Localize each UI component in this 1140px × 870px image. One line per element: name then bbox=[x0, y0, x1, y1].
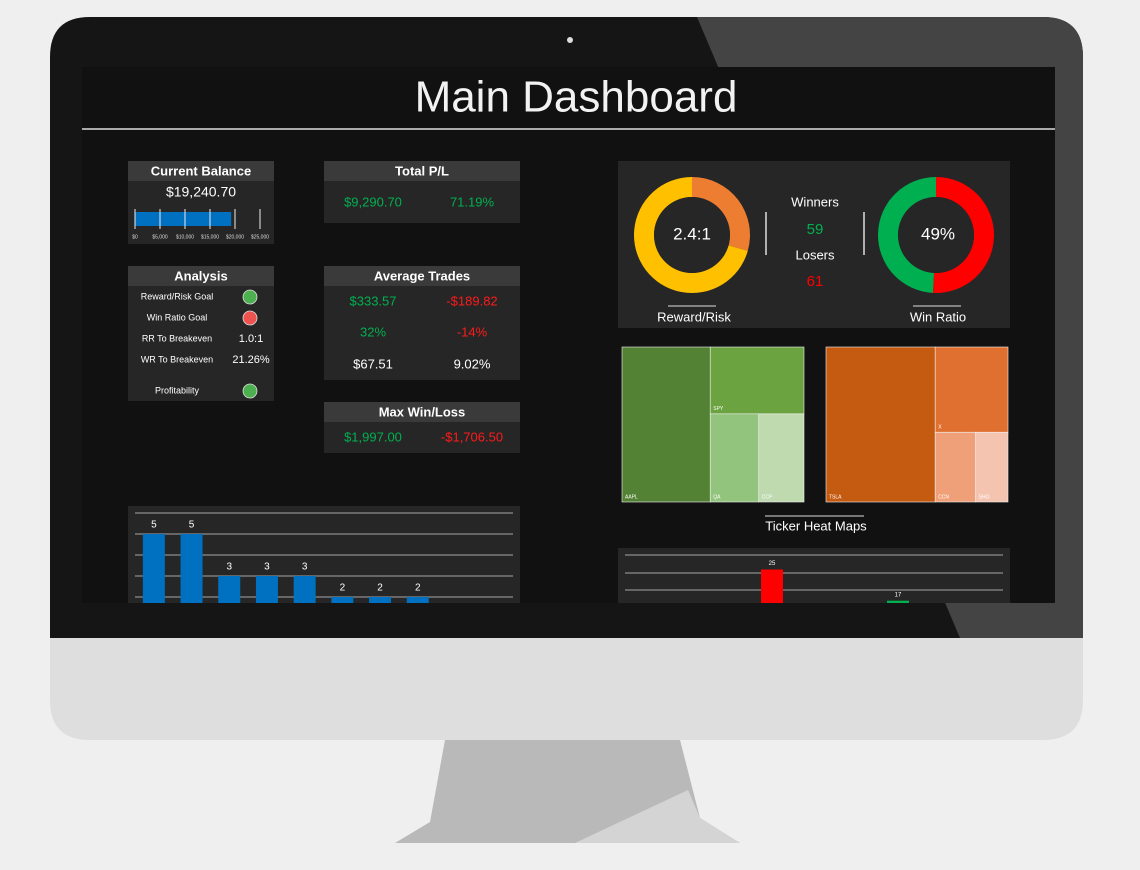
panel bbox=[618, 548, 1010, 603]
donut-hole bbox=[898, 197, 974, 273]
heat-cell bbox=[709, 346, 805, 415]
trade-value: 9.02% bbox=[454, 356, 491, 371]
heat-cell bbox=[621, 346, 711, 503]
bar-label: 2 bbox=[340, 583, 346, 594]
heat-cell-label: CCP bbox=[762, 494, 773, 500]
panel-header bbox=[128, 161, 274, 181]
status-indicator bbox=[242, 383, 258, 399]
bar-label: 25 bbox=[769, 561, 776, 567]
panel-title: Total P/L bbox=[395, 163, 449, 178]
bar bbox=[331, 597, 354, 603]
heat-cell bbox=[825, 346, 936, 503]
bar-label: 3 bbox=[264, 562, 270, 573]
max-value: -$1,706.50 bbox=[441, 429, 503, 444]
pl-value: 71.19% bbox=[450, 194, 495, 209]
heat-cell bbox=[975, 431, 1009, 503]
analysis-label: Profitability bbox=[155, 385, 200, 395]
bar bbox=[406, 597, 429, 603]
heat-cell bbox=[934, 431, 976, 503]
panel-title: Analysis bbox=[174, 268, 227, 283]
donut-caption: Reward/Risk bbox=[657, 309, 731, 324]
trade-value: -14% bbox=[457, 324, 488, 339]
donut-center-label: 2.4:1 bbox=[673, 224, 711, 243]
trade-value: 32% bbox=[360, 324, 386, 339]
bar-label: 5 bbox=[151, 520, 157, 531]
analysis-value: 21.26% bbox=[232, 354, 270, 366]
bar bbox=[293, 576, 316, 603]
bar bbox=[369, 597, 392, 603]
panel bbox=[128, 266, 274, 401]
panel-header bbox=[324, 266, 520, 286]
bar-label: 3 bbox=[302, 562, 308, 573]
donut-segment bbox=[878, 177, 936, 293]
status-indicator bbox=[242, 289, 258, 305]
monitor-chin bbox=[50, 638, 1083, 740]
donut-caption: Win Ratio bbox=[910, 309, 966, 324]
heat-caption: Ticker Heat Maps bbox=[765, 518, 867, 533]
bar-label: 2 bbox=[415, 583, 421, 594]
bar-label: 2 bbox=[377, 583, 383, 594]
bar bbox=[255, 576, 278, 603]
panel-header bbox=[324, 402, 520, 422]
trade-value: $333.57 bbox=[350, 293, 397, 308]
panel-title: Current Balance bbox=[151, 163, 251, 178]
panel-title: Average Trades bbox=[374, 268, 470, 283]
bar bbox=[180, 534, 203, 603]
heat-cell bbox=[758, 413, 805, 503]
heat-cell-label: AAPL bbox=[625, 494, 638, 500]
pl-value: $9,290.70 bbox=[344, 194, 402, 209]
bar-label: 17 bbox=[895, 592, 902, 598]
bar-label: 3 bbox=[226, 562, 232, 573]
title: Main Dashboard bbox=[415, 73, 738, 122]
panel-header bbox=[324, 161, 520, 181]
trade-value: $67.51 bbox=[353, 356, 393, 371]
donut-hole bbox=[654, 197, 730, 273]
donut-center-label: 49% bbox=[921, 224, 955, 243]
bar bbox=[142, 534, 165, 603]
balance-tick-label: $10,000 bbox=[176, 234, 194, 240]
bar bbox=[761, 569, 783, 603]
heat-cell-label: SHO bbox=[979, 494, 990, 500]
heat-cell-label: TSLA bbox=[829, 494, 842, 500]
dashboard: Main Dashboard Current Balance $19,240.70… bbox=[82, 73, 1055, 603]
balance-tick-label: $5,000 bbox=[152, 234, 168, 240]
donut-segment bbox=[692, 177, 750, 251]
status-indicator bbox=[242, 310, 258, 326]
bar-label: 5 bbox=[189, 520, 195, 531]
bar bbox=[887, 600, 909, 603]
max-value: $1,997.00 bbox=[344, 429, 402, 444]
bar bbox=[218, 576, 241, 603]
heat-cell-label: SPY bbox=[713, 406, 724, 412]
donut-segment bbox=[932, 177, 995, 293]
heat-cell-label: QA bbox=[713, 494, 721, 500]
stand-shade bbox=[575, 790, 740, 843]
count-label: Losers bbox=[795, 247, 835, 262]
balance-tick-label: $15,000 bbox=[201, 234, 219, 240]
balance-bar bbox=[135, 212, 232, 226]
heat-cell bbox=[934, 346, 1009, 433]
heat-cell-label: CCN bbox=[938, 494, 949, 500]
donut-segment bbox=[634, 177, 748, 293]
heat-cell-label: X bbox=[938, 425, 942, 431]
trade-value: -$189.82 bbox=[446, 293, 497, 308]
balance-value: $19,240.70 bbox=[166, 184, 236, 200]
count-value: 59 bbox=[807, 221, 824, 238]
heat-cell bbox=[709, 413, 760, 503]
panel-title: Max Win/Loss bbox=[379, 404, 466, 419]
analysis-label: RR To Breakeven bbox=[142, 333, 212, 343]
analysis-label: Win Ratio Goal bbox=[147, 312, 208, 322]
balance-tick-label: $25,000 bbox=[251, 234, 269, 240]
balance-tick-label: $20,000 bbox=[226, 234, 244, 240]
panel-header bbox=[128, 266, 274, 286]
count-value: 61 bbox=[807, 273, 824, 290]
count-label: Winners bbox=[791, 194, 839, 209]
analysis-label: WR To Breakeven bbox=[141, 354, 213, 364]
balance-tick-label: $0 bbox=[132, 234, 138, 240]
analysis-value: 1.0:1 bbox=[239, 333, 263, 345]
analysis-label: Reward/Risk Goal bbox=[141, 291, 214, 301]
camera bbox=[567, 37, 573, 43]
